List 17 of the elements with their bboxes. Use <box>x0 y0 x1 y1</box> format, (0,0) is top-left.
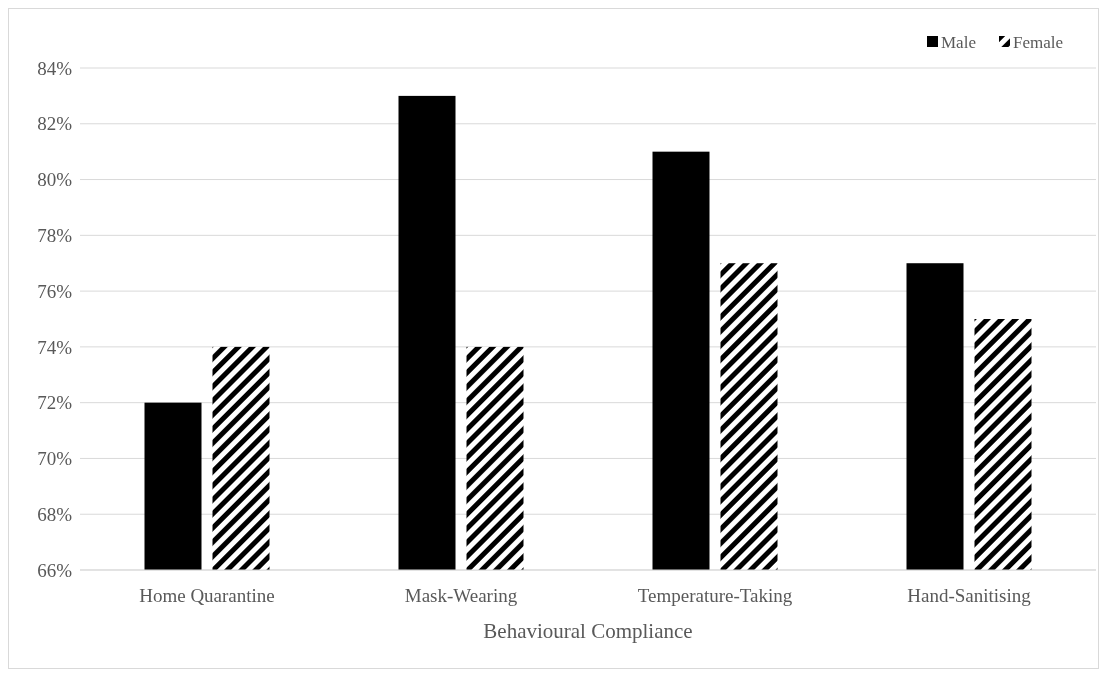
y-tick-label: 76% <box>37 280 73 302</box>
legend-label: Male <box>941 32 976 52</box>
y-tick-label: 72% <box>37 392 73 414</box>
x-tick-label: Temperature-Taking <box>637 585 793 606</box>
y-tick-label: 82% <box>37 113 73 135</box>
y-tick-label: 84% <box>37 57 73 79</box>
y-tick-label: 74% <box>37 336 73 358</box>
y-tick-label: 80% <box>37 169 73 191</box>
y-tick-label: 70% <box>37 448 73 470</box>
y-tick-label: 68% <box>37 503 73 525</box>
y-tick-label: 78% <box>37 224 73 246</box>
x-tick-label: Mask-Wearing <box>404 585 518 606</box>
x-axis-title: Behavioural Compliance <box>483 619 693 643</box>
x-tick-label: Hand-Sanitising <box>907 585 1032 606</box>
y-tick-label: 66% <box>37 559 73 581</box>
legend-label: Female <box>1013 32 1064 52</box>
x-tick-label: Home Quarantine <box>139 585 275 606</box>
